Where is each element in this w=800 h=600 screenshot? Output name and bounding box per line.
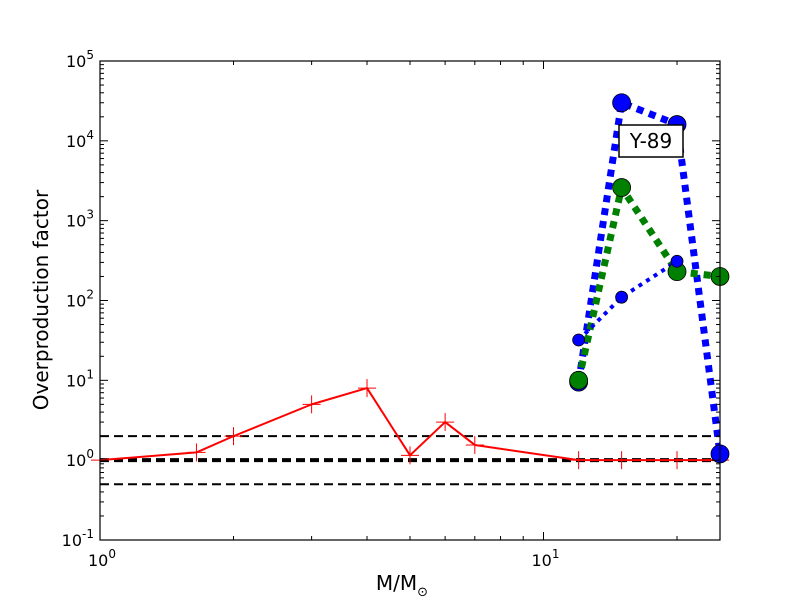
x-axis-title-subscript: ⊙ [417,585,428,600]
data-point [187,443,206,462]
y-tick-label: 100 [66,447,94,470]
y-tick-label: 105 [66,48,94,71]
data-point [569,451,588,470]
data-point [569,370,589,390]
annotation-box: Y-89 [618,124,684,158]
data-point [572,333,586,347]
data-point [224,427,243,446]
y-tick-label: 102 [66,288,94,311]
series-line [577,259,679,342]
y-tick-label: 103 [66,208,94,231]
data-point [612,178,632,197]
data-point [615,290,629,304]
y-axis-title: Overproduction factor [29,189,53,410]
x-tick-label: 101 [532,547,560,570]
series-line [575,99,720,455]
y-tick-label: 10-1 [62,527,94,550]
series-line [575,184,720,382]
x-axis-title: M/M⊙ [376,571,428,600]
x-tick-label: 100 [88,547,116,570]
series-line [100,387,720,462]
data-point [436,413,455,432]
annotation-label: Y-89 [629,129,673,153]
data-point [401,446,419,465]
data-point [302,395,321,414]
plot-area [91,93,730,486]
data-point [465,435,484,454]
y-tick-label: 104 [66,128,94,151]
axes [99,60,721,541]
data-point [612,451,631,470]
data-point [612,93,632,113]
x-axis-title-main: M/M [376,571,417,595]
data-point [668,451,687,470]
data-point [358,379,377,398]
y-tick-label: 101 [66,367,94,390]
plot-inner [100,99,720,486]
data-point [670,254,684,268]
